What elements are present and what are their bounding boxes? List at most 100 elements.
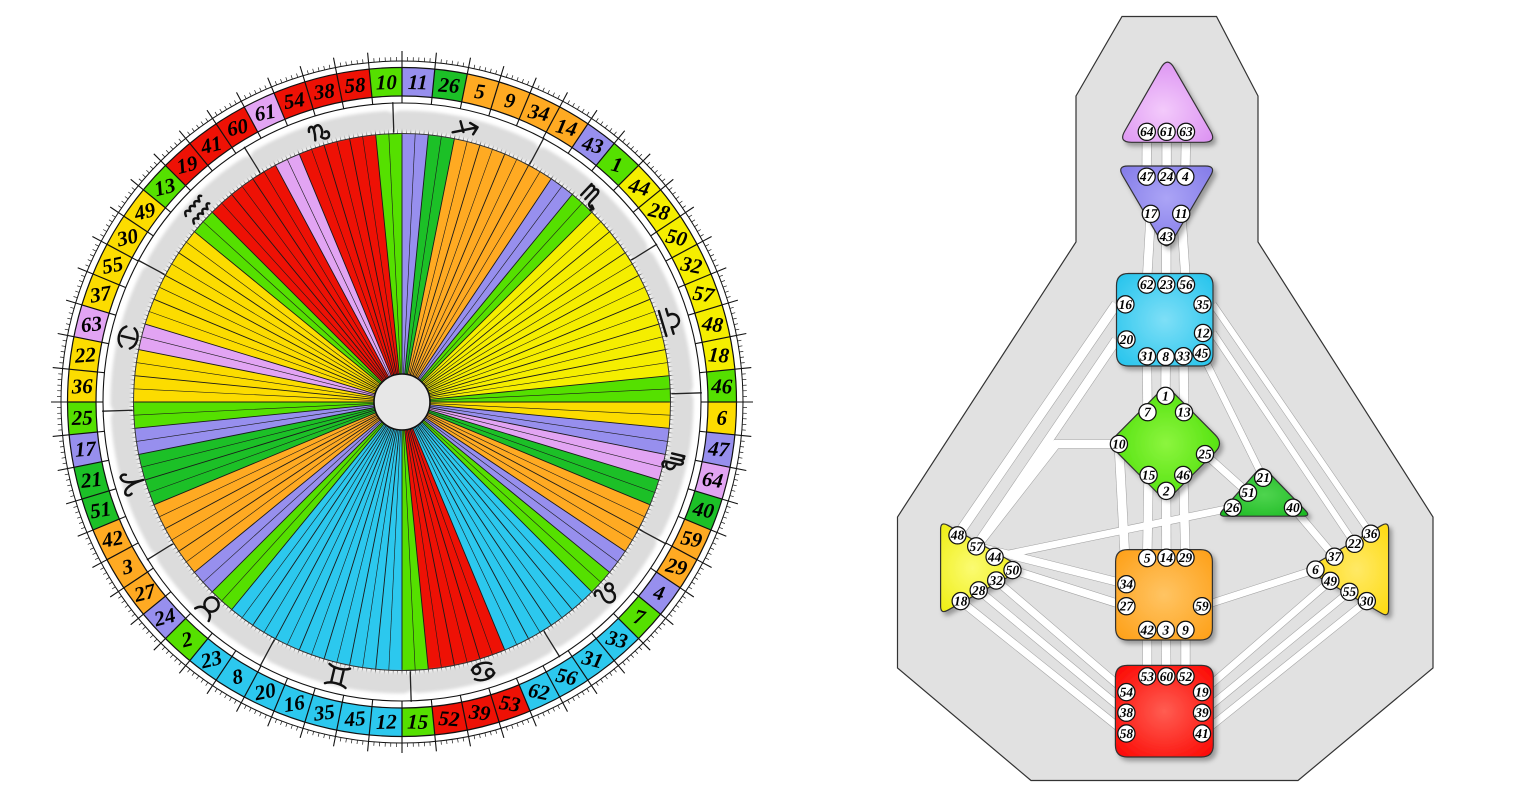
svg-text:46: 46: [710, 374, 733, 399]
svg-text:59: 59: [679, 525, 705, 553]
svg-text:6: 6: [1312, 562, 1319, 577]
svg-text:38: 38: [1119, 705, 1134, 720]
svg-text:49: 49: [1323, 573, 1338, 588]
svg-text:22: 22: [73, 342, 97, 368]
svg-text:7: 7: [1144, 405, 1152, 420]
svg-text:36: 36: [1363, 526, 1378, 541]
svg-text:35: 35: [311, 699, 336, 725]
svg-text:3: 3: [119, 554, 136, 580]
svg-text:42: 42: [99, 525, 126, 553]
svg-text:35: 35: [1195, 297, 1210, 312]
svg-text:8: 8: [1162, 349, 1169, 364]
svg-text:43: 43: [1159, 229, 1174, 244]
svg-text:17: 17: [1144, 206, 1159, 221]
svg-text:63: 63: [80, 311, 104, 337]
svg-text:28: 28: [971, 583, 986, 598]
svg-text:64: 64: [701, 467, 725, 493]
svg-text:60: 60: [1160, 669, 1174, 684]
svg-text:29: 29: [1178, 550, 1193, 565]
svg-text:61: 61: [252, 99, 277, 127]
svg-text:17: 17: [74, 436, 98, 462]
svg-text:37: 37: [1327, 549, 1343, 564]
svg-text:61: 61: [1160, 124, 1173, 139]
svg-text:62: 62: [1140, 277, 1154, 292]
svg-text:6: 6: [716, 406, 728, 430]
svg-text:18: 18: [954, 594, 968, 609]
svg-text:40: 40: [690, 496, 716, 523]
svg-text:3: 3: [1161, 622, 1169, 637]
svg-text:10: 10: [376, 70, 398, 95]
svg-text:12: 12: [376, 710, 398, 735]
svg-text:11: 11: [1175, 206, 1188, 221]
svg-text:42: 42: [1140, 622, 1155, 637]
svg-text:20: 20: [1119, 332, 1134, 347]
svg-text:9: 9: [1182, 622, 1189, 637]
svg-text:32: 32: [678, 251, 705, 279]
svg-text:34: 34: [1119, 577, 1134, 592]
svg-text:21: 21: [79, 467, 104, 493]
svg-text:38: 38: [311, 78, 336, 104]
svg-text:34: 34: [525, 98, 551, 126]
svg-text:26: 26: [437, 72, 461, 98]
svg-text:39: 39: [1194, 705, 1209, 720]
svg-text:27: 27: [1119, 599, 1135, 614]
svg-text:41: 41: [1194, 726, 1208, 741]
svg-text:48: 48: [700, 311, 725, 337]
svg-text:25: 25: [1197, 447, 1212, 462]
svg-text:14: 14: [554, 113, 580, 141]
svg-text:4: 4: [1181, 169, 1189, 184]
svg-text:48: 48: [950, 528, 965, 543]
svg-text:18: 18: [707, 342, 730, 368]
svg-text:24: 24: [1159, 169, 1174, 184]
svg-text:50: 50: [1006, 563, 1020, 578]
svg-text:52: 52: [1179, 669, 1193, 684]
svg-text:23: 23: [1159, 277, 1174, 292]
svg-text:12: 12: [1196, 325, 1210, 340]
svg-text:51: 51: [1241, 485, 1254, 500]
svg-text:47: 47: [706, 436, 731, 462]
svg-text:30: 30: [1359, 594, 1374, 609]
svg-text:51: 51: [88, 496, 113, 523]
svg-text:19: 19: [1195, 685, 1209, 700]
svg-text:53: 53: [1141, 669, 1155, 684]
svg-text:55: 55: [1343, 584, 1357, 599]
svg-text:5: 5: [473, 79, 486, 104]
svg-text:15: 15: [407, 710, 429, 735]
svg-text:55: 55: [100, 251, 125, 279]
svg-text:54: 54: [1120, 685, 1134, 700]
svg-text:11: 11: [407, 70, 427, 94]
svg-text:9: 9: [503, 88, 518, 113]
svg-text:39: 39: [467, 699, 492, 725]
svg-text:20: 20: [251, 678, 278, 706]
svg-text:58: 58: [344, 73, 367, 99]
svg-text:36: 36: [70, 374, 93, 399]
svg-text:33: 33: [1176, 349, 1191, 364]
svg-text:1: 1: [1162, 388, 1169, 403]
svg-text:57: 57: [970, 539, 985, 554]
svg-text:31: 31: [1139, 349, 1153, 364]
svg-text:10: 10: [1112, 436, 1126, 451]
svg-text:44: 44: [987, 549, 1002, 564]
svg-text:47: 47: [1139, 169, 1155, 184]
svg-text:25: 25: [70, 405, 93, 430]
svg-text:14: 14: [1160, 550, 1174, 565]
svg-text:63: 63: [1179, 124, 1193, 139]
svg-text:45: 45: [1194, 345, 1209, 360]
svg-text:2: 2: [1162, 483, 1170, 498]
svg-text:13: 13: [1177, 405, 1191, 420]
svg-text:56: 56: [1179, 277, 1193, 292]
svg-text:52: 52: [438, 706, 461, 732]
svg-text:45: 45: [343, 706, 367, 732]
svg-text:16: 16: [1119, 297, 1133, 312]
svg-text:5: 5: [1144, 551, 1151, 566]
svg-text:64: 64: [1140, 124, 1154, 139]
svg-text:53: 53: [498, 690, 523, 717]
svg-text:58: 58: [1120, 726, 1134, 741]
svg-text:40: 40: [1285, 500, 1300, 515]
svg-text:26: 26: [1225, 500, 1240, 515]
svg-text:16: 16: [282, 690, 307, 717]
svg-text:54: 54: [282, 87, 307, 114]
svg-text:21: 21: [1256, 470, 1270, 485]
svg-text:15: 15: [1142, 467, 1156, 482]
svg-text:4: 4: [650, 580, 667, 606]
